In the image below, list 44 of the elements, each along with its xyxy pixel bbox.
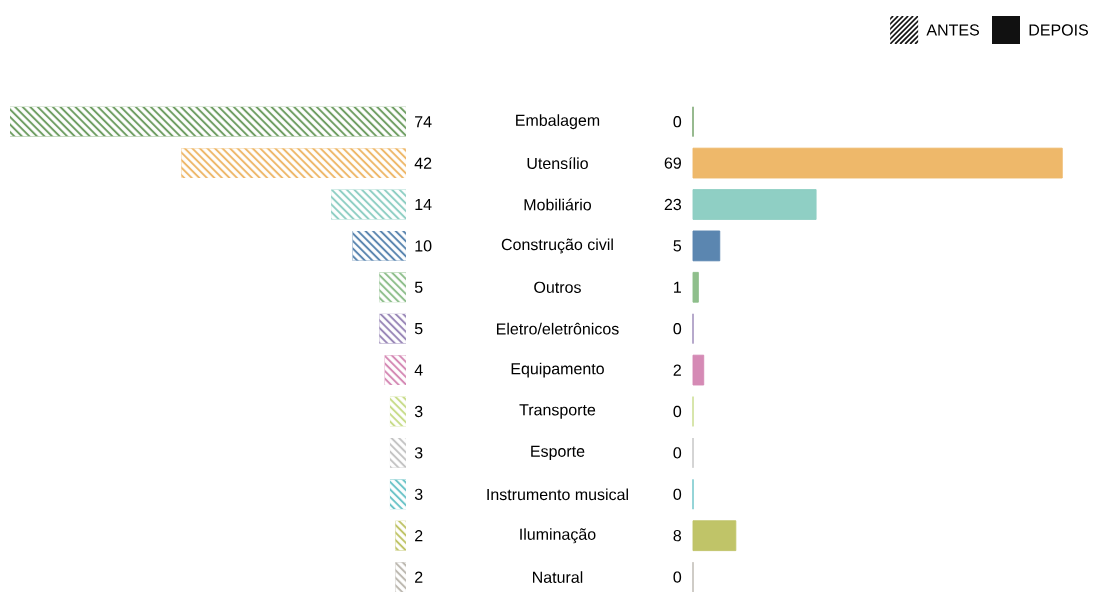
bar xyxy=(692,271,699,303)
data-label: 0 xyxy=(673,116,682,128)
y-tick-label: Esporte xyxy=(531,445,585,461)
y-tick-label: Equipamento xyxy=(511,362,604,378)
data-label: 23 xyxy=(664,198,682,211)
data-label: 42 xyxy=(414,157,432,169)
y-tick-label: Iluminação xyxy=(520,528,596,544)
data-label: 69 xyxy=(664,157,681,169)
data-label: 0 xyxy=(673,488,682,500)
data-label: 5 xyxy=(673,240,682,252)
y-tick-label: Mobiliário xyxy=(524,198,592,211)
bar xyxy=(692,189,817,220)
data-label: 0 xyxy=(673,447,682,459)
bar xyxy=(692,230,721,262)
bar xyxy=(692,520,737,552)
data-label: 2 xyxy=(415,571,423,583)
data-label: 8 xyxy=(673,530,682,542)
data-label: 3 xyxy=(414,447,423,459)
data-label: 3 xyxy=(414,405,423,418)
data-label: 0 xyxy=(673,571,682,583)
data-label: 14 xyxy=(415,199,432,210)
data-label: 5 xyxy=(414,323,423,335)
y-tick-label: Construção civil xyxy=(501,238,613,254)
data-label: 0 xyxy=(673,405,682,418)
bar xyxy=(692,147,1063,179)
text: ANTES xyxy=(926,24,980,36)
y-tick-label: Utensílio xyxy=(527,157,588,170)
y-tick-label: Embalagem xyxy=(516,114,600,130)
y-tick-label: Outros xyxy=(534,281,581,293)
data-label: 74 xyxy=(415,116,432,128)
data-label: 4 xyxy=(414,364,423,376)
data-label: 0 xyxy=(673,323,682,335)
data-label: 2 xyxy=(673,364,681,376)
y-tick-label: Natural xyxy=(533,571,583,583)
data-label: 10 xyxy=(415,240,432,252)
y-tick-label: Transporte xyxy=(519,404,596,419)
data-label: 2 xyxy=(415,530,423,542)
data-label: 3 xyxy=(414,488,423,500)
data-label: 5 xyxy=(414,281,423,293)
data-label: 1 xyxy=(674,281,681,293)
text: DEPOIS xyxy=(1029,24,1088,36)
y-tick-label: Instrumento musical xyxy=(487,488,628,501)
bar xyxy=(692,354,705,386)
y-tick-label: Eletro/eletrônicos xyxy=(496,322,619,335)
